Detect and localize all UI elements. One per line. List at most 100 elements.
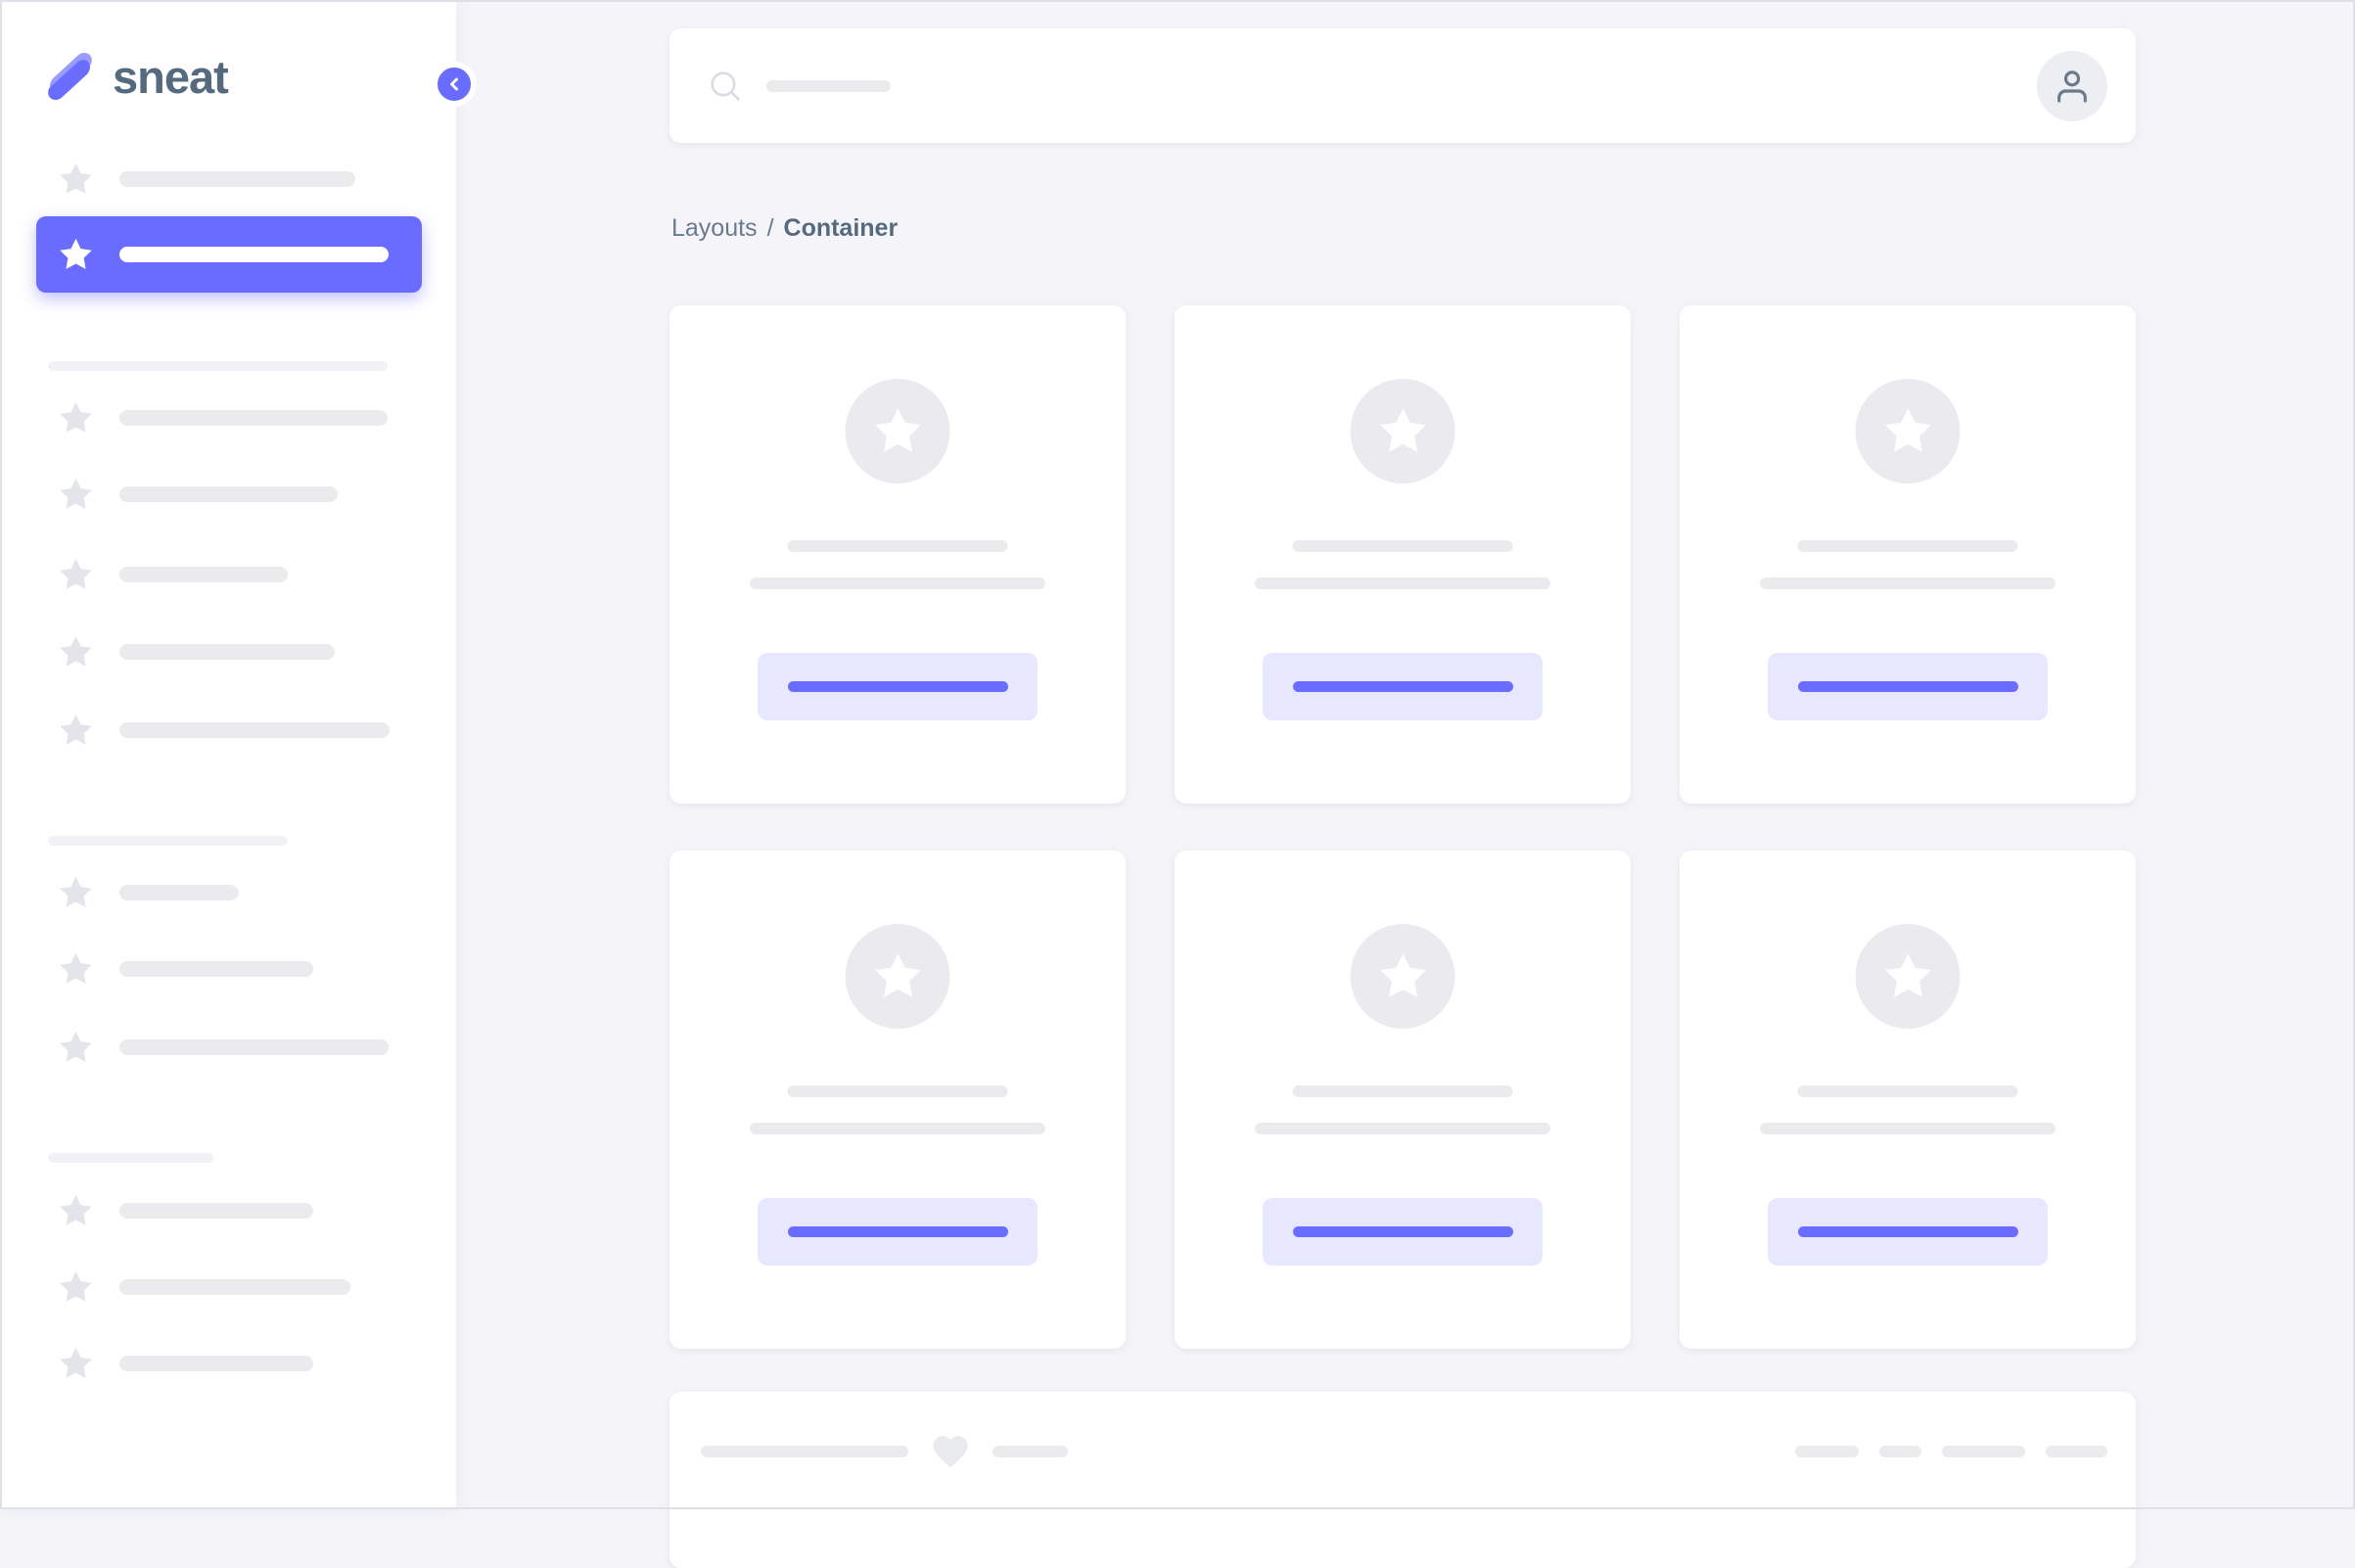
star-icon [57, 476, 95, 514]
card-avatar-circle [1350, 924, 1455, 1029]
breadcrumb: Layouts / Container [671, 213, 898, 243]
star-icon [57, 236, 95, 274]
star-icon [57, 1345, 95, 1383]
sidebar-item[interactable] [0, 628, 456, 675]
sidebar-collapse-button[interactable] [432, 62, 477, 107]
star-icon [1375, 949, 1430, 1004]
star-icon [1880, 404, 1935, 459]
button-label-skeleton [1797, 681, 2018, 692]
pagination-skeleton [1795, 1446, 2107, 1457]
sidebar-item[interactable] [0, 1340, 456, 1387]
placeholder-card [670, 305, 1126, 804]
placeholder-card [1680, 851, 2136, 1349]
user-avatar-button[interactable] [2037, 50, 2107, 121]
sidebar-item[interactable] [0, 869, 456, 916]
button-label-skeleton [787, 1226, 1008, 1237]
bottom-text-skeleton [701, 1446, 908, 1457]
star-icon [57, 1192, 95, 1230]
bottom-card [670, 1392, 2136, 1568]
pill-skeleton [2046, 1446, 2107, 1457]
card-title-skeleton [1797, 540, 2018, 552]
sidebar-item-label-skeleton [119, 171, 355, 187]
card-avatar-circle [1350, 379, 1455, 484]
breadcrumb-current: Container [783, 214, 899, 242]
sidebar-section-divider [48, 836, 288, 846]
sidebar-section-divider [48, 361, 388, 371]
sidebar-item[interactable] [0, 156, 456, 203]
star-icon [57, 161, 95, 199]
sidebar-item-label-skeleton [119, 486, 338, 502]
pill-skeleton [1795, 1446, 1859, 1457]
search-bar[interactable] [670, 28, 2136, 143]
placeholder-card [670, 851, 1126, 1349]
user-icon [2053, 67, 2092, 106]
card-avatar-circle [1855, 924, 1961, 1029]
card-text-skeleton [1760, 577, 2055, 589]
sidebar-item-label-skeleton [119, 961, 313, 977]
sidebar-item[interactable] [0, 1187, 456, 1234]
card-action-button[interactable] [758, 653, 1038, 720]
button-label-skeleton [1797, 1226, 2018, 1237]
card-text-skeleton [1255, 1123, 1550, 1134]
search-placeholder-skeleton [766, 79, 891, 92]
brand-name: sneat [113, 50, 229, 103]
card-action-button[interactable] [1768, 653, 2048, 720]
sidebar-item-label-skeleton [119, 885, 239, 900]
card-avatar-circle [845, 924, 950, 1029]
sidebar-item-label-skeleton [119, 247, 389, 262]
star-icon [57, 950, 95, 989]
card-avatar-circle [1855, 379, 1961, 484]
star-icon [57, 712, 95, 750]
sidebar-item-label-skeleton [119, 1039, 389, 1055]
pill-skeleton [1942, 1446, 2025, 1457]
card-title-skeleton [1292, 540, 1513, 552]
star-icon [57, 556, 95, 594]
sidebar-item-label-skeleton [119, 1356, 313, 1371]
button-label-skeleton [1292, 681, 1513, 692]
sidebar-item[interactable] [0, 945, 456, 992]
card-text-skeleton [1255, 577, 1550, 589]
star-icon [57, 1268, 95, 1307]
card-text-skeleton [750, 1123, 1045, 1134]
sidebar-section-divider [48, 1153, 213, 1163]
placeholder-card [1175, 851, 1631, 1349]
star-icon [870, 404, 925, 459]
sidebar-item-label-skeleton [119, 1279, 350, 1295]
card-text-skeleton [1760, 1123, 2055, 1134]
card-action-button[interactable] [1263, 653, 1543, 720]
brand[interactable]: sneat [46, 43, 229, 110]
placeholder-card [1175, 305, 1631, 804]
card-text-skeleton [750, 577, 1045, 589]
sidebar: sneat [0, 0, 477, 1509]
card-action-button[interactable] [1768, 1198, 2048, 1266]
star-icon [57, 1029, 95, 1067]
chevron-left-icon [444, 74, 464, 94]
sidebar-item[interactable] [0, 707, 456, 754]
button-label-skeleton [787, 681, 1008, 692]
search-icon [707, 68, 743, 104]
sidebar-item-label-skeleton [119, 410, 388, 426]
card-grid [670, 305, 2136, 1349]
sidebar-menu [0, 0, 456, 1509]
card-action-button[interactable] [758, 1198, 1038, 1266]
sidebar-item-label-skeleton [119, 567, 288, 582]
card-title-skeleton [787, 540, 1008, 552]
heart-icon[interactable] [928, 1431, 973, 1472]
card-action-button[interactable] [1263, 1198, 1543, 1266]
sidebar-item[interactable] [0, 551, 456, 598]
star-icon [57, 874, 95, 912]
sidebar-item-label-skeleton [119, 644, 335, 660]
bottom-card-row [701, 1431, 2107, 1472]
breadcrumb-parent[interactable]: Layouts [671, 214, 758, 242]
sidebar-item-active[interactable] [36, 216, 422, 293]
sidebar-item-label-skeleton [119, 722, 390, 738]
sidebar-item[interactable] [0, 394, 456, 441]
placeholder-card [1680, 305, 2136, 804]
breadcrumb-separator: / [766, 214, 774, 242]
sidebar-item[interactable] [0, 1024, 456, 1071]
star-icon [57, 633, 95, 671]
sidebar-item[interactable] [0, 1264, 456, 1311]
sidebar-item[interactable] [0, 471, 456, 518]
sidebar-item-label-skeleton [119, 1203, 313, 1219]
star-icon [1880, 949, 1935, 1004]
